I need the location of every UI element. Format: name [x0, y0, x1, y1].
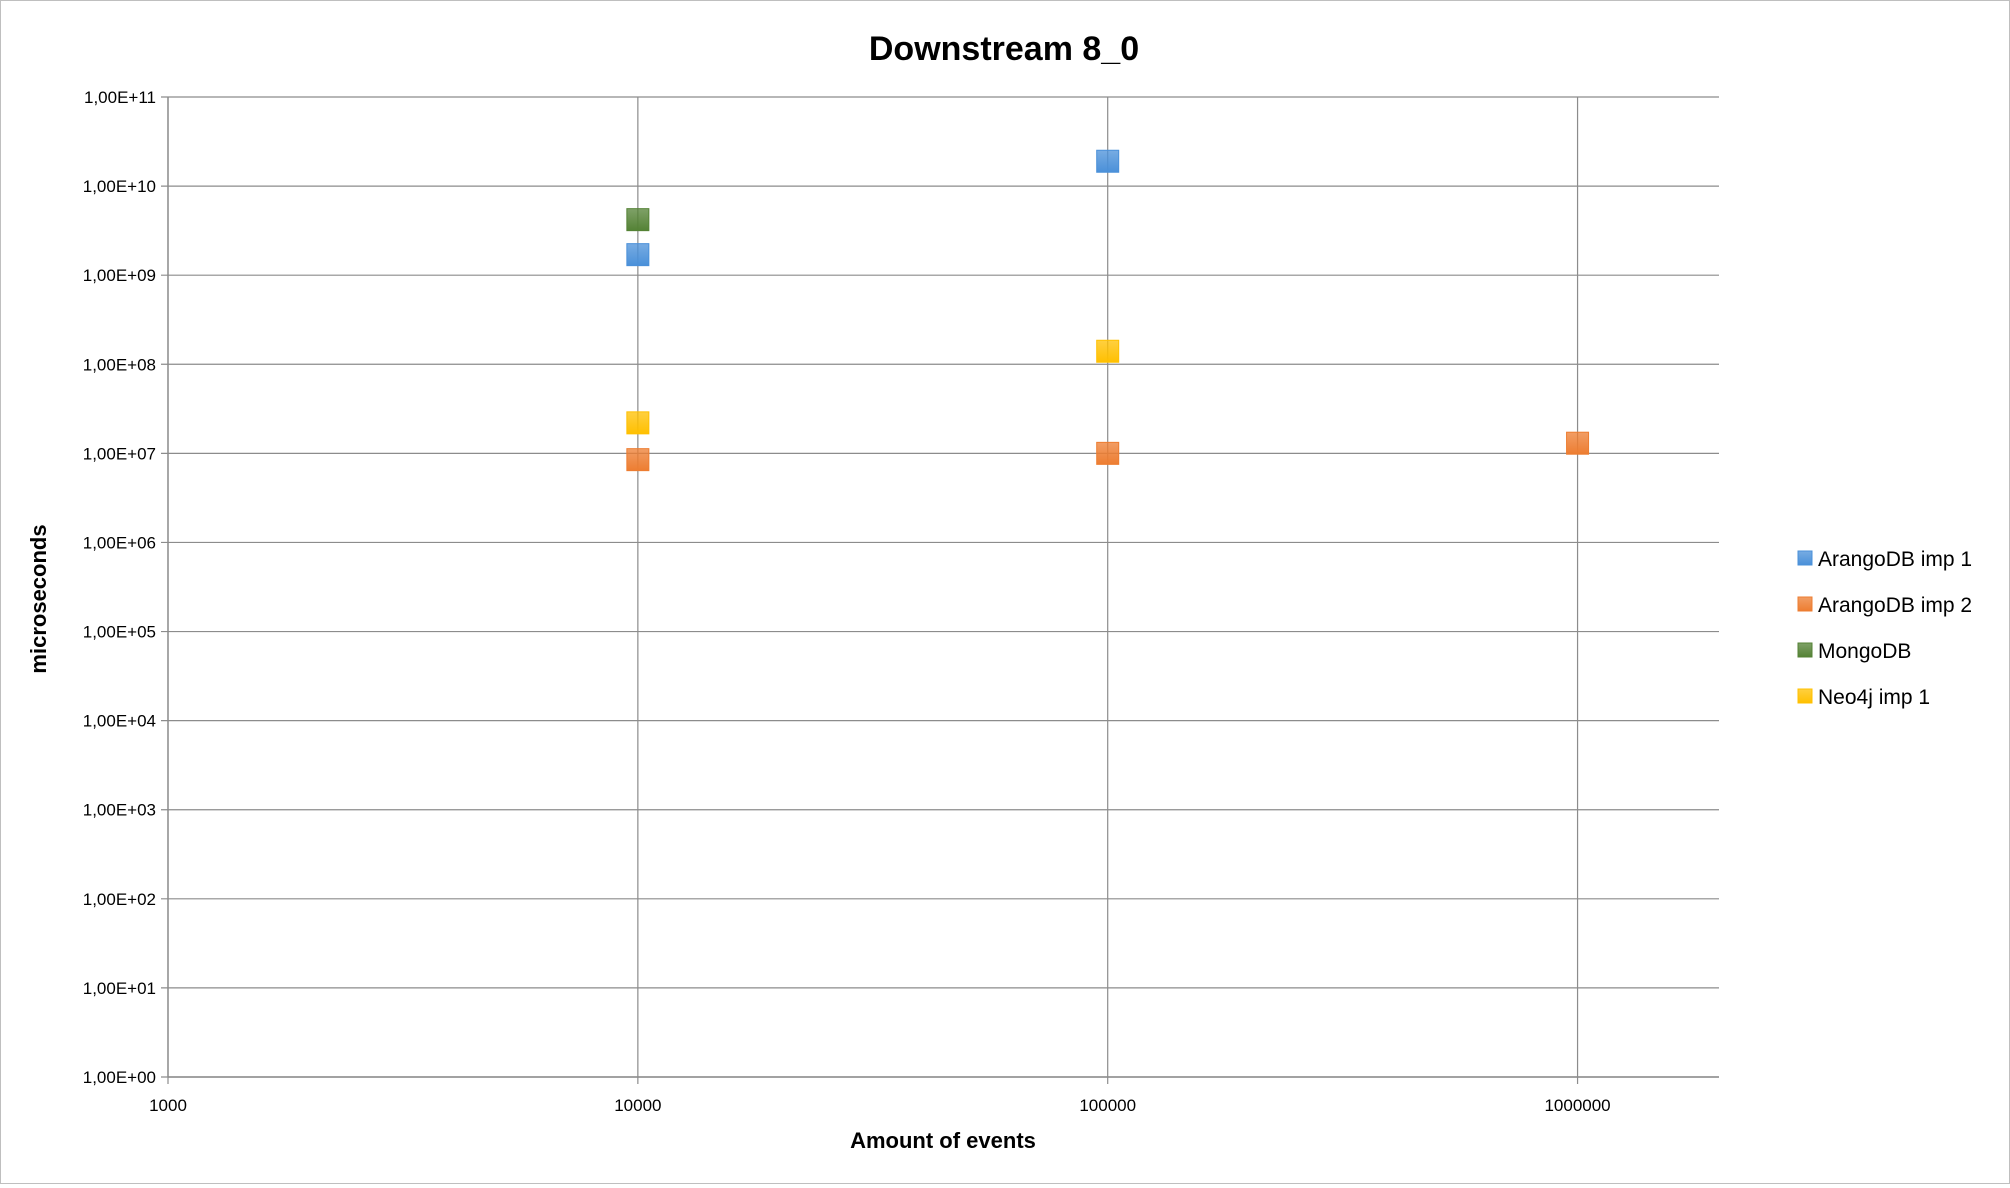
y-tick-label: 1,00E+02 [83, 890, 156, 909]
legend: ArangoDB imp 1 ArangoDB imp 2 MongoDB Neo4j… [1797, 548, 1972, 709]
grid-lines [161, 96, 1719, 1084]
y-tick-label: 1,00E+11 [84, 88, 156, 107]
y-axis-ticks: 1,00E+00 1,00E+01 1,00E+02 1,00E+03 1,00E+04… [83, 88, 156, 1087]
data-point-neo4j-imp-1 [626, 411, 650, 435]
y-tick-label: 1,00E+07 [83, 444, 156, 463]
x-tick-label: 1000 [149, 1096, 187, 1115]
data-point-arangodb-imp-2 [626, 448, 650, 472]
x-tick-label: 10000 [614, 1096, 661, 1115]
data-point-neo4j-imp-1 [1096, 339, 1120, 363]
data-point-arangodb-imp-1 [1096, 149, 1120, 173]
legend-label: Neo4j imp 1 [1818, 686, 1930, 709]
legend-swatch [1797, 688, 1813, 704]
y-tick-label: 1,00E+08 [83, 355, 156, 374]
legend-swatch [1797, 550, 1813, 566]
y-tick-label: 1,00E+06 [83, 533, 156, 552]
y-tick-label: 1,00E+05 [83, 623, 156, 642]
y-tick-label: 1,00E+10 [83, 177, 156, 196]
y-axis-title: microseconds [26, 524, 51, 673]
y-tick-label: 1,00E+00 [83, 1068, 156, 1087]
y-tick-label: 1,00E+03 [83, 801, 156, 820]
chart-title: Downstream 8_0 [869, 30, 1139, 68]
y-tick-label: 1,00E+09 [83, 266, 156, 285]
legend-swatch [1797, 642, 1813, 658]
legend-label: ArangoDB imp 2 [1818, 594, 1972, 617]
legend-label: MongoDB [1818, 640, 1911, 663]
data-point-arangodb-imp-2 [1566, 431, 1590, 455]
y-tick-label: 1,00E+01 [83, 979, 156, 998]
data-points [626, 149, 1590, 472]
data-point-arangodb-imp-1 [626, 243, 650, 267]
x-tick-label: 100000 [1079, 1096, 1136, 1115]
x-axis-title: Amount of events [850, 1128, 1036, 1153]
data-point-mongodb [626, 208, 650, 232]
x-tick-label: 1000000 [1544, 1096, 1610, 1115]
data-point-arangodb-imp-2 [1096, 441, 1120, 465]
y-tick-label: 1,00E+04 [83, 712, 156, 731]
x-axis-ticks: 1000 10000 100000 1000000 [149, 1096, 1611, 1115]
legend-swatch [1797, 596, 1813, 612]
legend-label: ArangoDB imp 1 [1818, 548, 1972, 571]
